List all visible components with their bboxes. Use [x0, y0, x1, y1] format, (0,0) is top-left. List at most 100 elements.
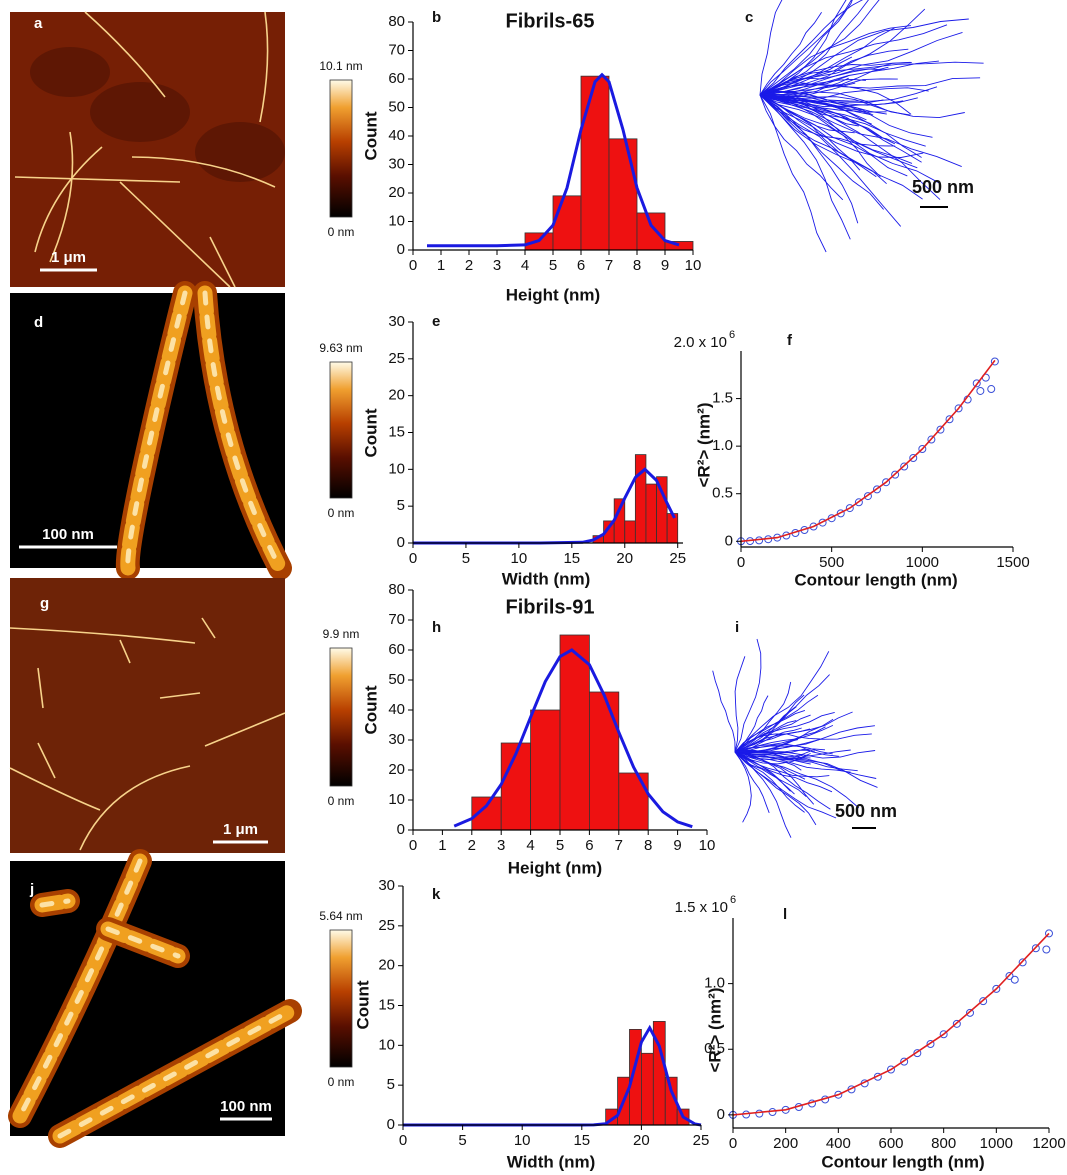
trace — [734, 751, 770, 814]
y-tick-label: 30 — [388, 155, 405, 172]
panel-label: a — [34, 15, 43, 32]
fibril — [79, 765, 191, 851]
y-tick-label: 0 — [387, 1116, 395, 1133]
x-tick-label: 25 — [693, 1132, 710, 1149]
y-tick-label: 70 — [388, 41, 405, 58]
panel-label: j — [29, 881, 34, 898]
panel-label: l — [783, 906, 787, 923]
y-tick-label: 80 — [388, 581, 405, 598]
x-axis-label: Contour length (nm) — [794, 570, 957, 589]
trace — [734, 745, 833, 755]
y-tick-label: 15 — [378, 996, 395, 1013]
trace — [734, 651, 830, 753]
fibril — [119, 639, 131, 664]
chart-title: Fibrils-65 — [506, 10, 595, 32]
data-point — [927, 435, 936, 444]
x-tick-label: 15 — [563, 550, 580, 567]
y-axis-label: <R²> (nm²) — [705, 988, 724, 1073]
data-point — [966, 1008, 974, 1017]
fibril — [37, 742, 56, 779]
data-point — [854, 498, 863, 507]
data-point — [990, 357, 999, 366]
x-tick-label: 10 — [511, 550, 528, 567]
x-tick-label: 3 — [497, 837, 505, 854]
bar — [624, 520, 636, 544]
y-tick-label: 30 — [388, 313, 405, 330]
y-tick-label: 80 — [388, 13, 405, 30]
x-tick-label: 400 — [826, 1135, 851, 1152]
y-tick-label: 5 — [397, 497, 405, 514]
x-tick-label: 5 — [556, 837, 564, 854]
afm-image: a 1 μm — [10, 11, 285, 288]
fibril — [204, 712, 286, 747]
x-tick-label: 200 — [773, 1135, 798, 1152]
trace — [759, 94, 895, 145]
bar — [645, 483, 657, 544]
trace — [759, 94, 872, 125]
fibril — [57, 1008, 293, 1139]
fibril — [84, 11, 166, 98]
data-point — [818, 518, 827, 527]
bar — [580, 75, 610, 251]
data-point — [952, 1019, 961, 1028]
x-tick-label: 0 — [409, 257, 417, 274]
fibril — [159, 692, 201, 699]
trace — [759, 94, 851, 240]
trace — [759, 78, 866, 96]
colorbar-min: 0 nm — [328, 225, 355, 239]
x-tick-label: 500 — [819, 554, 844, 571]
data-point — [945, 415, 954, 424]
data-point — [992, 984, 1001, 993]
bar — [530, 709, 561, 831]
fibril — [125, 290, 188, 571]
bar — [559, 634, 590, 831]
trace — [734, 749, 851, 765]
afm-image: g 1 μm — [9, 578, 286, 853]
x-tick-label: 7 — [605, 257, 613, 274]
x-axis-label: Contour length (nm) — [821, 1152, 984, 1171]
trace — [734, 750, 878, 788]
trace — [734, 751, 860, 809]
scale-bar-label: 1 μm — [51, 249, 86, 266]
bar — [641, 1052, 654, 1126]
y-tick-label: 70 — [388, 611, 405, 628]
x-tick-label: 20 — [616, 550, 633, 567]
y-tick-label: 0 — [397, 241, 405, 258]
bar — [552, 195, 582, 251]
x-tick-label: 8 — [644, 837, 652, 854]
trace — [759, 94, 924, 158]
y-axis-label: Count — [361, 685, 380, 734]
trace — [734, 751, 802, 771]
x-tick-label: 1000 — [906, 554, 939, 571]
data-point — [918, 445, 927, 453]
fibril — [9, 627, 196, 644]
panel-label: c — [745, 9, 753, 26]
trace — [734, 751, 752, 823]
x-tick-label: 6 — [577, 257, 585, 274]
data-point — [891, 470, 900, 479]
colorbar — [329, 361, 353, 499]
trace — [759, 94, 939, 184]
data-point — [976, 386, 985, 395]
data-point — [809, 522, 818, 531]
panel-label: d — [34, 314, 43, 331]
trace — [759, 0, 869, 96]
panel-label: f — [787, 332, 793, 349]
trace — [734, 751, 830, 778]
x-tick-label: 600 — [878, 1135, 903, 1152]
scale-bar-label: 100 nm — [220, 1098, 272, 1115]
x-tick-label: 10 — [699, 837, 716, 854]
trace — [734, 751, 817, 826]
x-tick-label: 0 — [729, 1135, 737, 1152]
x-axis-label: Width (nm) — [507, 1152, 596, 1171]
bar — [613, 498, 626, 544]
trace — [759, 24, 948, 96]
colorbar-max: 10.1 nm — [319, 59, 362, 73]
x-tick-label: 4 — [526, 837, 534, 854]
trace — [759, 94, 827, 253]
trace — [759, 82, 856, 99]
trace — [734, 720, 797, 753]
x-tick-label: 1 — [437, 257, 445, 274]
y-tick-label: 0 — [717, 1106, 725, 1123]
